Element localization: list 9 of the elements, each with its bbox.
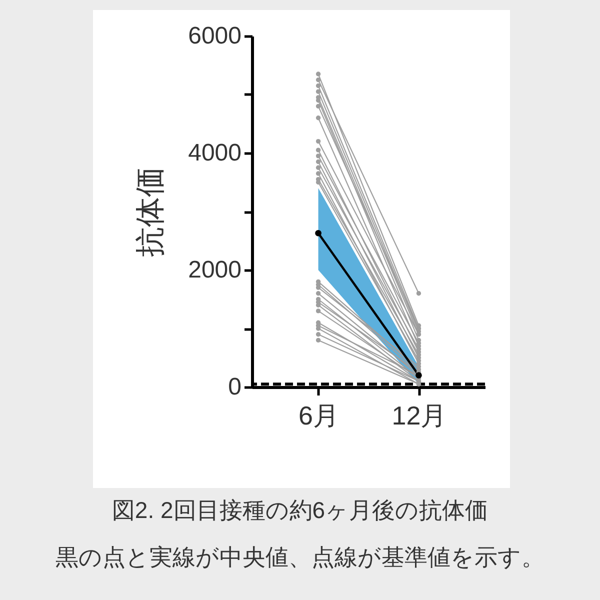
y-tick-label: 6000 [188, 22, 242, 50]
y-tick-label: 0 [228, 374, 242, 400]
x-tick-label: 6月 [298, 400, 340, 430]
text: 図2. 2回目接種の約6ヶ月後の抗体価 [110, 496, 490, 525]
y-tick-label: 2000 [188, 256, 242, 284]
y-tick-label: 4000 [188, 140, 242, 166]
x-tick-label: 12月 [392, 400, 447, 430]
text: 黒の点と実線が中央値、点線が基準値を示す。 [54, 543, 546, 572]
y-axis-title: 抗体価 [134, 167, 168, 257]
